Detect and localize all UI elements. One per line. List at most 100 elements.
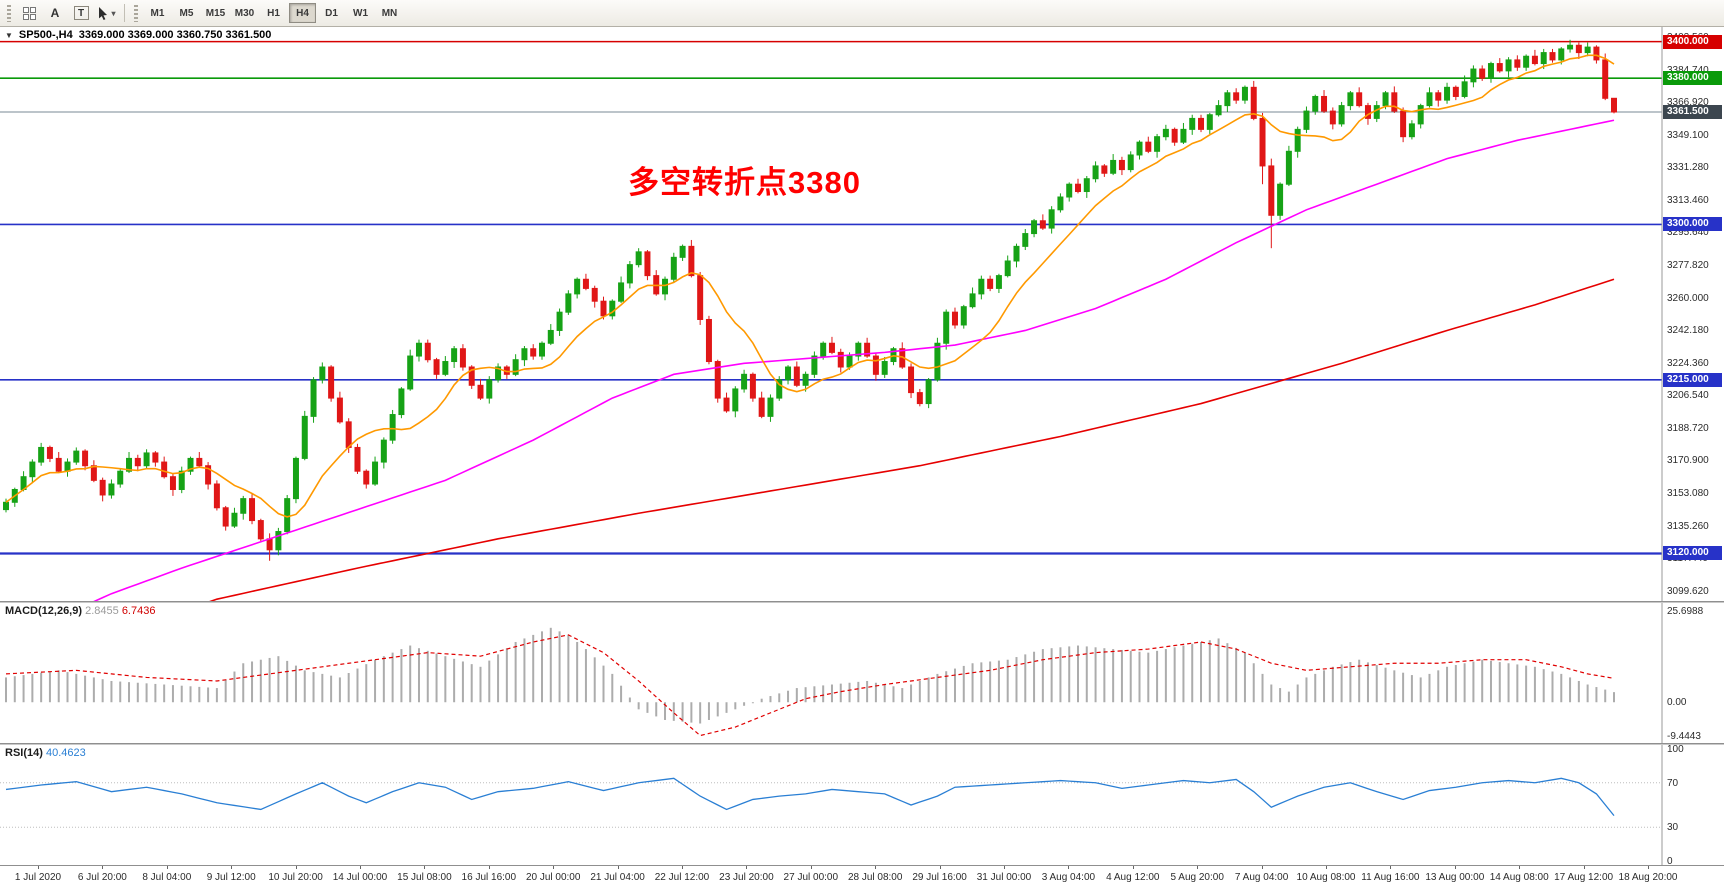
time-axis-tick	[360, 866, 361, 869]
timeframe-d1-button[interactable]: D1	[325, 7, 338, 19]
price-axis-label: 3331.280	[1667, 162, 1709, 174]
pane-separator-macd[interactable]	[0, 601, 1724, 603]
time-axis-label: 29 Jul 16:00	[912, 872, 967, 883]
candles-layer	[3, 39, 1617, 561]
timeframe-m30-button[interactable]: M30	[234, 7, 255, 19]
price-axis-label: 3384.740	[1667, 64, 1709, 76]
ma-mid-line	[93, 119, 1615, 601]
rsi-axis-label: 30	[1667, 822, 1679, 834]
time-axis-tick	[617, 866, 619, 869]
time-axis-tick	[553, 866, 555, 869]
timeframe-m15-button[interactable]: M15	[205, 7, 226, 19]
price-axis-label: 3242.180	[1667, 325, 1709, 337]
time-axis-label: 17 Aug 12:00	[1554, 872, 1614, 883]
text-annotation-icon: A	[50, 6, 60, 20]
macd-indicator-pane[interactable]: MACD(12,26,9) 2.8455 6.7436 25.6988 0.00 -…	[0, 603, 1724, 743]
time-axis-label: 14 Jul 00:00	[332, 872, 388, 883]
timeframe-h1-button[interactable]: H1	[267, 7, 280, 19]
time-axis-label: 28 Jul 08:00	[847, 872, 903, 883]
price-chart-svg	[0, 27, 1663, 601]
time-axis-tick	[231, 866, 233, 869]
time-axis-tick	[102, 866, 104, 869]
time-axis-label: 1 Jul 2020	[14, 872, 62, 883]
timeframe-mn-button[interactable]: MN	[381, 7, 398, 19]
time-axis-label: 18 Aug 20:00	[1618, 872, 1678, 883]
rsi-axis-label: 0	[1667, 855, 1673, 865]
price-axis-label: 3277.820	[1667, 259, 1709, 271]
time-axis[interactable]: 1 Jul 2020 6 Jul 20:00 8 Jul 04:00 9 Jul 12…	[0, 865, 1724, 892]
time-axis-label: 3 Aug 04:00	[1041, 872, 1096, 883]
time-axis-tick	[488, 866, 490, 869]
price-axis-label: 3349.100	[1667, 129, 1709, 141]
tile-windows-button[interactable]	[17, 2, 41, 24]
symbol-timeframe-label: SP500-,H4	[18, 29, 73, 41]
chart-workspace: ▼ SP500-,H4 3369.000 3369.000 3360.750 3…	[0, 27, 1724, 892]
rsi-axis-label: 70	[1667, 777, 1679, 789]
time-axis-label: 16 Jul 16:00	[461, 872, 517, 883]
timeframe-toolbar-grip[interactable]	[134, 4, 138, 22]
toolbar-grip[interactable]	[7, 4, 11, 22]
price-axis-label: 3099.620	[1667, 585, 1709, 597]
timeframe-h4-button[interactable]: H4	[289, 3, 316, 23]
time-axis-tick	[1261, 866, 1263, 869]
rsi-svg	[0, 745, 1663, 865]
toolbar-separator	[124, 4, 125, 22]
macd-svg	[5, 603, 1663, 743]
price-axis-label: 3188.720	[1667, 422, 1709, 434]
time-axis-label: 6 Jul 20:00	[77, 872, 127, 883]
price-axis-label: 3135.260	[1667, 520, 1709, 532]
ma-fast-line	[5, 54, 1615, 518]
rsi-value: 40.4623	[45, 747, 86, 759]
cursor-tool-button[interactable]: ▾	[95, 2, 119, 24]
level-price-tag: 3380.000	[1663, 71, 1722, 86]
time-axis-label: 4 Aug 12:00	[1106, 872, 1160, 883]
timeframe-w1-button[interactable]: W1	[353, 7, 368, 19]
time-axis-tick	[875, 866, 877, 869]
time-axis-tick	[746, 866, 748, 869]
macd-main-value: 2.8455	[85, 605, 119, 617]
rsi-indicator-pane[interactable]: RSI(14) 40.4623 100 70 30 0	[0, 745, 1724, 865]
price-axis-label: 3206.540	[1667, 390, 1709, 402]
macd-axis-label: -9.4443	[1667, 730, 1701, 742]
text-label-icon: T	[73, 6, 89, 20]
price-axis-label: 3366.920	[1667, 97, 1709, 109]
time-axis-tick	[682, 866, 683, 869]
pane-separator-rsi[interactable]	[0, 743, 1724, 745]
time-axis-tick	[1519, 866, 1521, 869]
time-axis-label: 5 Aug 20:00	[1170, 872, 1224, 883]
ohlc-values-label: 3369.000 3369.000 3360.750 3361.500	[78, 29, 272, 41]
toolbar: A T ▾ M1 M5 M15 M30 H1 H4 D1 W1 MN	[0, 0, 1724, 27]
text-annotation-button[interactable]: A	[43, 2, 67, 24]
rsi-label: RSI(14) 40.4623	[5, 747, 86, 759]
level-price-tag: 3120.000	[1663, 546, 1722, 561]
time-axis-tick	[1132, 866, 1134, 869]
price-axis-label: 3224.360	[1667, 357, 1709, 369]
time-axis-tick	[1390, 866, 1392, 869]
level-price-tag: 3300.000	[1663, 217, 1722, 232]
collapse-triangle-icon[interactable]: ▼	[5, 30, 13, 40]
text-label-button[interactable]: T	[69, 2, 93, 24]
time-axis-label: 13 Aug 00:00	[1425, 872, 1485, 883]
price-axis-label: 3260.000	[1667, 292, 1709, 304]
timeframe-m1-button[interactable]: M1	[150, 7, 165, 19]
time-axis-tick	[1454, 866, 1456, 869]
time-axis-tick	[424, 866, 426, 869]
horizontal-level-lines	[0, 40, 1662, 555]
time-axis-label: 10 Aug 08:00	[1296, 872, 1356, 883]
macd-axis-label: 25.6988	[1667, 606, 1704, 618]
time-axis-tick	[1004, 866, 1005, 869]
time-axis-label: 9 Jul 12:00	[206, 872, 256, 883]
macd-signal-line	[5, 634, 1615, 737]
macd-histogram	[5, 627, 1615, 724]
time-axis-label: 7 Aug 04:00	[1234, 872, 1289, 883]
time-axis-tick	[810, 866, 812, 869]
price-axis-label: 3153.080	[1667, 488, 1709, 499]
level-price-tag: 3400.000	[1663, 34, 1722, 49]
cursor-arrow-icon	[99, 6, 108, 20]
macd-signal-value: 6.7436	[121, 605, 156, 617]
timeframe-m5-button[interactable]: M5	[179, 7, 194, 19]
time-axis-label: 11 Aug 16:00	[1361, 872, 1420, 883]
main-chart-pane[interactable]: ▼ SP500-,H4 3369.000 3369.000 3360.750 3…	[0, 27, 1724, 601]
rsi-line	[5, 777, 1615, 817]
time-axis-tick	[1197, 866, 1199, 869]
